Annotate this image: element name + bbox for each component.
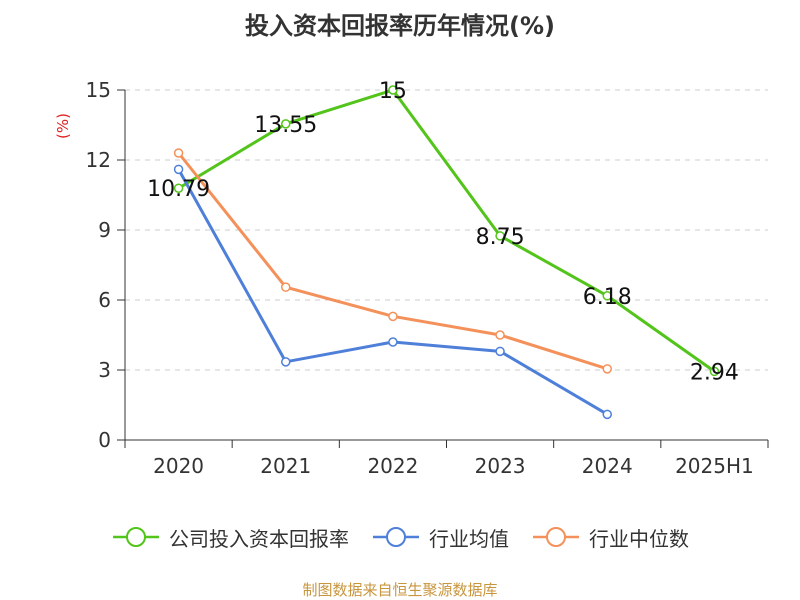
legend: 公司投入资本回报率 行业均值 行业中位数 bbox=[0, 521, 800, 553]
data-point bbox=[173, 183, 184, 193]
y-axis-label: (%) bbox=[54, 113, 72, 139]
x-tick-label: 2023 bbox=[475, 454, 526, 478]
legend-marker-icon bbox=[373, 527, 419, 547]
legend-item[interactable]: 行业均值 bbox=[371, 523, 509, 552]
data-label: 8.75 bbox=[476, 225, 525, 250]
data-point bbox=[388, 85, 398, 95]
data-point bbox=[495, 346, 505, 357]
data-point bbox=[281, 282, 291, 292]
data-point bbox=[281, 357, 291, 367]
data-labels: 10.79 13.55 15 8.75 6.18 2.94 bbox=[147, 79, 739, 385]
x-tick-label: 2024 bbox=[582, 454, 633, 478]
legend-item[interactable]: 公司投入资本回报率 bbox=[111, 523, 349, 552]
y-tick-label: 3 bbox=[98, 358, 111, 382]
data-point bbox=[602, 409, 612, 420]
legend-label: 公司投入资本回报率 bbox=[169, 526, 349, 551]
y-tick-label: 9 bbox=[98, 218, 111, 242]
data-point bbox=[495, 330, 505, 340]
data-label: 13.55 bbox=[254, 113, 317, 138]
data-point bbox=[495, 231, 505, 241]
x-tick-label: 2022 bbox=[367, 454, 418, 478]
series-lines bbox=[173, 85, 720, 420]
series-line bbox=[177, 88, 716, 373]
legend-marker-icon bbox=[113, 527, 159, 547]
legend-label: 行业均值 bbox=[429, 526, 509, 551]
data-label: 2.94 bbox=[690, 360, 739, 385]
source-note: 制图数据来自恒生聚源数据库 bbox=[302, 581, 498, 599]
data-label: 6.18 bbox=[583, 285, 632, 310]
grid-lines bbox=[125, 89, 768, 371]
data-point bbox=[388, 337, 398, 347]
data-point bbox=[281, 119, 291, 129]
data-point bbox=[173, 148, 184, 158]
y-tick-label: 6 bbox=[98, 288, 111, 312]
data-point bbox=[602, 364, 612, 374]
series-line bbox=[177, 168, 609, 416]
x-tick-label: 2025H1 bbox=[675, 454, 754, 478]
chart-title: 投入资本回报率历年情况(%) bbox=[245, 12, 555, 40]
data-label: 15 bbox=[379, 79, 407, 104]
data-label: 10.79 bbox=[147, 177, 210, 202]
data-point bbox=[388, 311, 398, 322]
x-tick-label: 2020 bbox=[153, 454, 204, 478]
y-tick-label: 15 bbox=[86, 78, 111, 102]
y-tick-label: 12 bbox=[86, 148, 111, 172]
axes: 0 3 6 9 12 15 2020 2021 2022 2023 2024 2025H1 bbox=[86, 78, 769, 478]
data-point bbox=[709, 366, 720, 377]
legend-label: 行业中位数 bbox=[589, 526, 689, 551]
data-point bbox=[602, 291, 612, 301]
legend-marker-icon bbox=[533, 527, 579, 547]
legend-item[interactable]: 行业中位数 bbox=[531, 523, 689, 552]
data-point bbox=[173, 164, 184, 175]
x-tick-label: 2021 bbox=[260, 454, 311, 478]
y-tick-label: 0 bbox=[98, 428, 111, 452]
